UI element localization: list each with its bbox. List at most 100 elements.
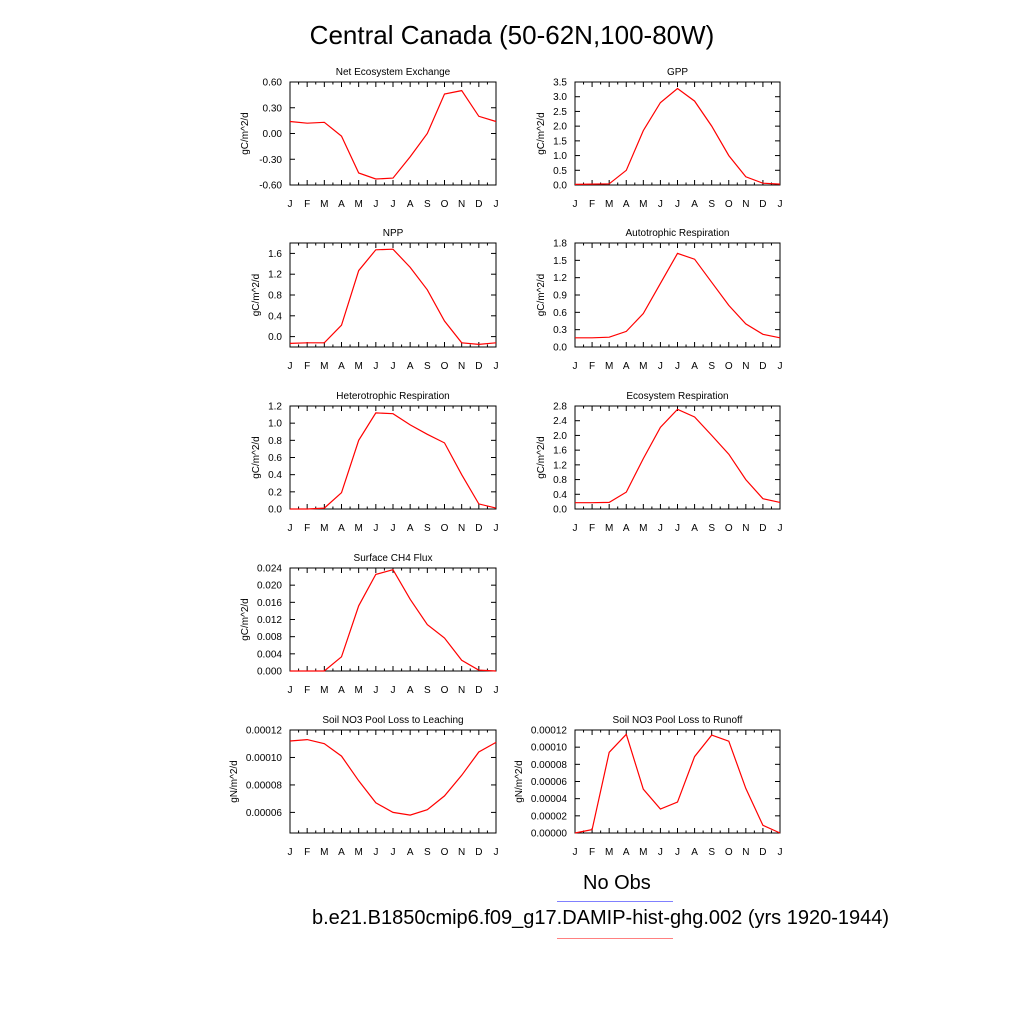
- series-line: [575, 734, 780, 833]
- x-tick-label: F: [304, 199, 310, 210]
- series-line: [290, 570, 496, 671]
- y-tick-label: 0.00010: [531, 743, 568, 754]
- y-tick-label: 1.5: [553, 136, 567, 147]
- y-tick-label: 0.016: [257, 598, 282, 609]
- x-tick-label: J: [573, 847, 578, 858]
- plot-frame: [575, 406, 780, 509]
- series-line: [575, 409, 780, 502]
- x-tick-label: J: [658, 523, 663, 534]
- y-tick-label: 2.8: [553, 402, 567, 413]
- x-tick-label: M: [605, 523, 613, 534]
- legend-label-model: b.e21.B1850cmip6.f09_g17.DAMIP-hist-ghg.…: [312, 907, 889, 930]
- y-tick-label: 0.60: [263, 78, 283, 89]
- y-tick-label: 0.0: [553, 343, 567, 354]
- y-tick-label: -0.60: [259, 181, 282, 192]
- y-tick-label: 1.2: [553, 273, 567, 284]
- chart-title: Surface CH4 Flux: [354, 553, 433, 564]
- x-tick-label: J: [778, 847, 783, 858]
- chart-panel: GPPJ F M A M J J A S O N D J0.00.51.01.52.02.53.03.5…: [536, 67, 782, 210]
- x-tick-label: J: [658, 847, 663, 858]
- y-tick-label: 0.6: [553, 308, 567, 319]
- y-axis-label: gC/m^2/d: [536, 436, 547, 479]
- y-tick-label: -0.30: [259, 155, 282, 166]
- x-tick-label: J: [778, 361, 783, 372]
- x-tick-label: J: [675, 847, 680, 858]
- x-tick-label: A: [338, 847, 345, 858]
- x-tick-label: M: [320, 199, 328, 210]
- series-line: [575, 89, 780, 185]
- x-tick-label: D: [759, 361, 766, 372]
- x-tick-label: N: [458, 685, 465, 696]
- x-tick-label: M: [639, 523, 647, 534]
- x-tick-label: F: [304, 847, 310, 858]
- y-tick-label: 0.8: [268, 291, 282, 302]
- chart-title: Soil NO3 Pool Loss to Leaching: [322, 715, 463, 726]
- x-tick-label: F: [304, 685, 310, 696]
- y-tick-label: 0.004: [257, 649, 282, 660]
- x-tick-label: A: [691, 523, 698, 534]
- y-tick-label: 0.00010: [246, 753, 283, 764]
- chart-panel: NPPJ F M A M J J A S O N D J0.00.40.81.21.6gC/m^2/d: [251, 228, 498, 372]
- x-tick-label: O: [441, 523, 449, 534]
- y-tick-label: 0.020: [257, 581, 282, 592]
- x-tick-label: S: [708, 361, 715, 372]
- y-tick-label: 1.2: [553, 460, 567, 471]
- x-tick-label: J: [494, 847, 499, 858]
- x-tick-label: A: [623, 361, 630, 372]
- y-tick-label: 0.012: [257, 615, 282, 626]
- y-tick-label: 1.5: [553, 256, 567, 267]
- x-tick-label: J: [288, 847, 293, 858]
- x-tick-label: A: [338, 685, 345, 696]
- x-tick-label: N: [742, 847, 749, 858]
- x-tick-label: M: [639, 847, 647, 858]
- x-tick-label: S: [708, 523, 715, 534]
- y-tick-label: 0.0: [268, 505, 282, 516]
- y-tick-label: 0.00: [263, 129, 283, 140]
- x-tick-label: M: [354, 361, 362, 372]
- chart-title: NPP: [383, 228, 404, 239]
- x-tick-label: J: [778, 199, 783, 210]
- x-tick-label: J: [288, 199, 293, 210]
- y-tick-label: 2.0: [553, 431, 567, 442]
- x-tick-label: O: [441, 361, 449, 372]
- y-axis-label: gC/m^2/d: [240, 598, 251, 641]
- x-tick-label: S: [424, 523, 431, 534]
- y-tick-label: 0.00008: [246, 780, 283, 791]
- x-tick-label: S: [708, 847, 715, 858]
- x-tick-label: A: [691, 361, 698, 372]
- y-tick-label: 0.0: [553, 181, 567, 192]
- x-tick-label: D: [475, 361, 482, 372]
- x-tick-label: N: [742, 523, 749, 534]
- chart-title: Net Ecosystem Exchange: [336, 67, 451, 78]
- x-tick-label: N: [458, 523, 465, 534]
- chart-panel: Heterotrophic RespirationJ F M A M J J A S O N D J0.…: [251, 391, 498, 534]
- x-tick-label: J: [391, 685, 396, 696]
- y-tick-label: 0.6: [268, 453, 282, 464]
- x-tick-label: D: [475, 685, 482, 696]
- x-tick-label: A: [407, 847, 414, 858]
- x-tick-label: S: [424, 847, 431, 858]
- x-tick-label: A: [407, 523, 414, 534]
- x-tick-label: M: [320, 847, 328, 858]
- chart-panel: Soil NO3 Pool Loss to LeachingJ F M A M J J A S O…: [229, 715, 499, 858]
- y-tick-label: 0.4: [553, 490, 567, 501]
- x-tick-label: O: [441, 847, 449, 858]
- x-tick-label: J: [391, 523, 396, 534]
- x-tick-label: M: [354, 199, 362, 210]
- x-tick-label: J: [288, 523, 293, 534]
- x-tick-label: F: [589, 199, 595, 210]
- x-tick-label: S: [708, 199, 715, 210]
- x-tick-label: J: [494, 361, 499, 372]
- x-tick-label: O: [725, 361, 733, 372]
- series-line: [290, 249, 496, 344]
- plot-frame: [575, 730, 780, 833]
- x-tick-label: M: [354, 847, 362, 858]
- x-tick-label: A: [623, 847, 630, 858]
- x-tick-label: J: [675, 199, 680, 210]
- x-tick-label: F: [589, 847, 595, 858]
- y-tick-label: 0.4: [268, 311, 282, 322]
